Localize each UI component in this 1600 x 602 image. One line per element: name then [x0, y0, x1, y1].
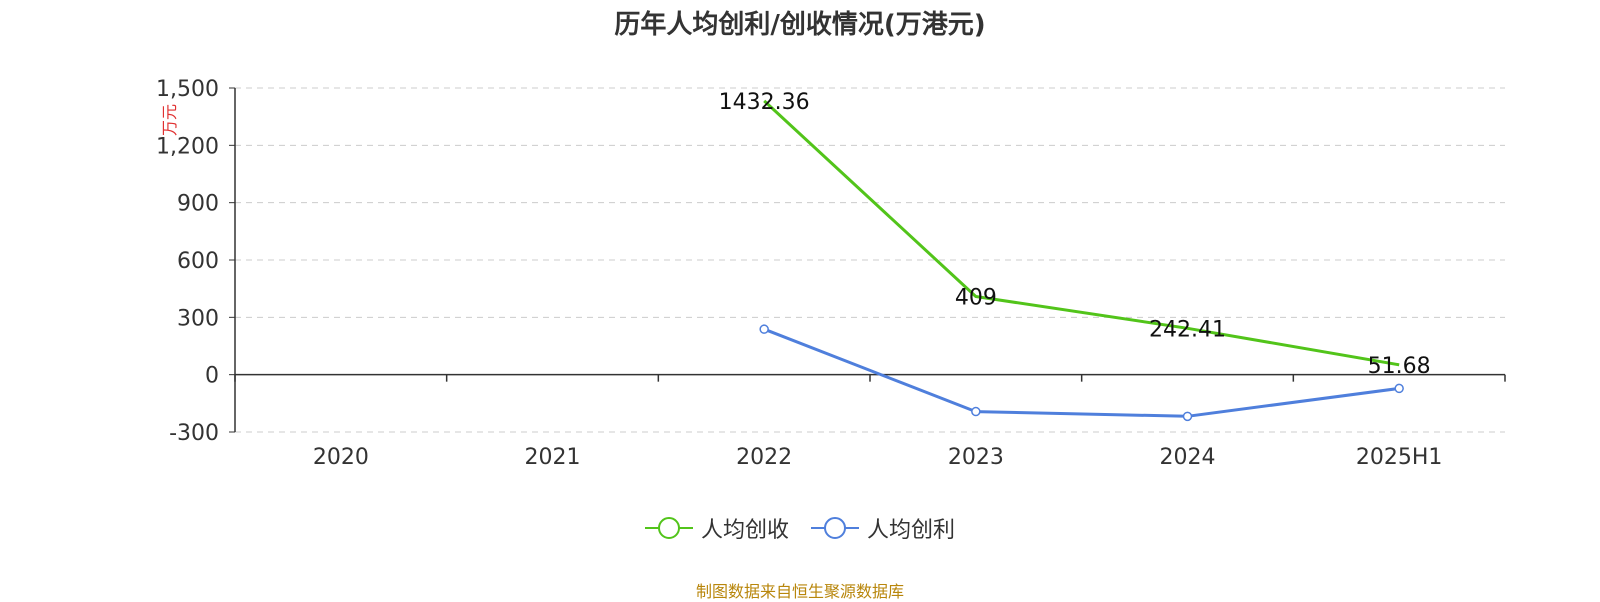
y-axis-label: 万元 — [160, 104, 179, 136]
legend-swatch-revenue-icon — [644, 517, 693, 539]
x-tick-label: 2025H1 — [1356, 445, 1443, 470]
series-line-1 — [763, 327, 1400, 418]
series-layer — [759, 99, 1404, 422]
x-tick-label: 2023 — [948, 445, 1004, 470]
legend-item-profit[interactable]: 人均创利 — [811, 512, 955, 544]
chart-title: 历年人均创利/创收情况(万港元) — [614, 10, 986, 40]
data-source-note: 制图数据来自恒生聚源数据库 — [695, 582, 904, 601]
y-tick-label: 600 — [177, 249, 219, 274]
legend-swatch-profit-icon — [811, 517, 859, 539]
line-chart: -300 0 300 600 900 1,200 1,500 2020 2021 2022 2023… — [156, 77, 1506, 470]
legend-item-revenue[interactable]: 人均创收 — [644, 512, 789, 544]
grid-lines — [235, 87, 1505, 433]
series-line-0 — [763, 99, 1400, 367]
x-tick-label: 2021 — [525, 445, 581, 470]
x-tick-label: 2024 — [1160, 445, 1216, 470]
data-labels: 1432.36 409 242.41 51.68 — [719, 90, 1431, 379]
y-tick-label: -300 — [169, 421, 219, 446]
legend-label-profit: 人均创利 — [867, 518, 956, 543]
data-label: 1432.36 — [719, 90, 810, 115]
x-tick-label: 2020 — [313, 445, 369, 470]
y-tick-label: 900 — [177, 192, 219, 217]
legend: 人均创收 人均创利 — [0, 512, 1600, 544]
y-tick-label: 1,500 — [156, 77, 219, 102]
y-tick-label: 0 — [205, 364, 219, 389]
data-point — [971, 406, 981, 417]
data-label: 242.41 — [1149, 317, 1226, 342]
data-point — [1394, 383, 1404, 394]
data-point — [759, 324, 769, 334]
x-tick-label: 2022 — [736, 445, 792, 470]
data-point — [1182, 411, 1193, 422]
legend-label-revenue: 人均创收 — [700, 518, 789, 543]
axes: -300 0 300 600 900 1,200 1,500 2020 2021 2022 2023… — [156, 77, 1506, 470]
y-tick-label: 1,200 — [156, 134, 219, 159]
data-label: 409 — [955, 286, 997, 311]
data-label: 51.68 — [1368, 354, 1431, 379]
y-tick-label: 300 — [177, 306, 219, 331]
